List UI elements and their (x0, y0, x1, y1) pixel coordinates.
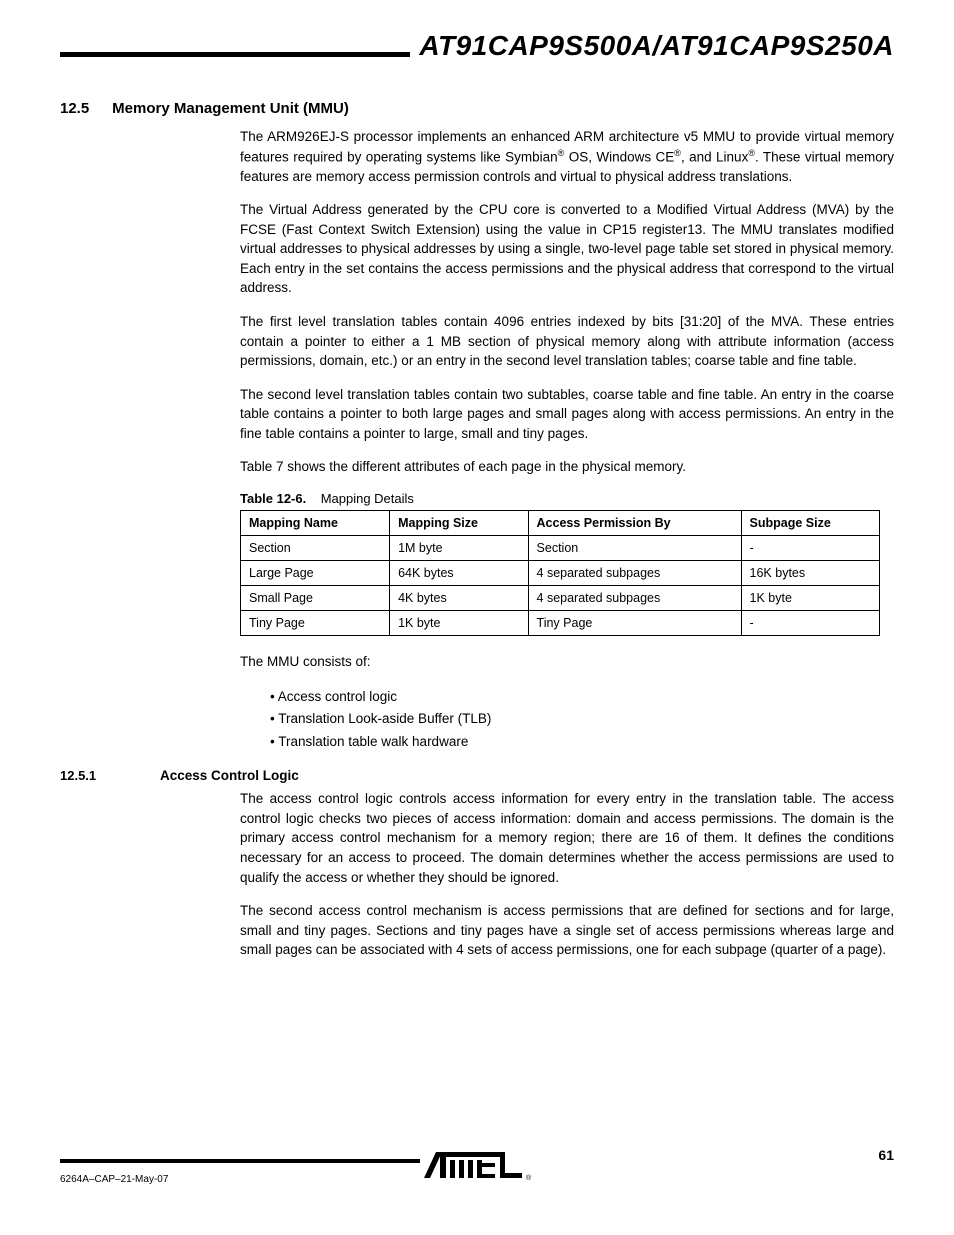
bullet-list: Access control logic Translation Look-as… (270, 686, 894, 755)
list-item: Translation table walk hardware (270, 731, 894, 754)
page-number: 61 (878, 1147, 894, 1163)
table-header: Access Permission By (528, 510, 741, 535)
table-caption: Table 12-6. Mapping Details (240, 491, 894, 506)
paragraph: Table 7 shows the different attributes o… (240, 457, 894, 477)
table-cell: Section (528, 535, 741, 560)
svg-text:®: ® (526, 1174, 532, 1182)
table-cell: Tiny Page (528, 610, 741, 635)
paragraph: The second access control mechanism is a… (240, 901, 894, 960)
table-row: Small Page 4K bytes 4 separated subpages… (241, 585, 880, 610)
table-cell: - (741, 535, 879, 560)
paragraph: The ARM926EJ-S processor implements an e… (240, 127, 894, 186)
table-cell: - (741, 610, 879, 635)
section-heading: 12.5 Memory Management Unit (MMU) (60, 100, 894, 117)
table-label: Table 12-6. (240, 491, 306, 506)
table-cell: 1K byte (741, 585, 879, 610)
subsection-heading: 12.5.1 Access Control Logic (60, 768, 894, 783)
section-title: Memory Management Unit (MMU) (112, 100, 349, 117)
section-number: 12.5 (60, 100, 108, 117)
paragraph: The MMU consists of: (240, 652, 894, 672)
table-title: Mapping Details (321, 491, 414, 506)
mapping-details-table: Mapping Name Mapping Size Access Permiss… (240, 510, 880, 636)
list-item: Translation Look-aside Buffer (TLB) (270, 708, 894, 731)
table-cell: 16K bytes (741, 560, 879, 585)
footer-rule (60, 1159, 420, 1163)
document-id: 6264A–CAP–21-May-07 (60, 1174, 168, 1185)
table-cell: Small Page (241, 585, 390, 610)
table-cell: 4 separated subpages (528, 585, 741, 610)
table-cell: 64K bytes (390, 560, 528, 585)
table-cell: Section (241, 535, 390, 560)
paragraph: The first level translation tables conta… (240, 312, 894, 371)
subsection-number: 12.5.1 (60, 768, 160, 783)
atmel-logo: ® (422, 1150, 532, 1187)
table-header: Subpage Size (741, 510, 879, 535)
table-cell: Large Page (241, 560, 390, 585)
table-cell: 4 separated subpages (528, 560, 741, 585)
header-rule (60, 52, 410, 57)
table-cell: Tiny Page (241, 610, 390, 635)
list-item: Access control logic (270, 686, 894, 709)
table-header: Mapping Size (390, 510, 528, 535)
paragraph: The access control logic controls access… (240, 789, 894, 887)
paragraph: The Virtual Address generated by the CPU… (240, 200, 894, 298)
paragraph: The second level translation tables cont… (240, 385, 894, 444)
document-part-number: AT91CAP9S500A/AT91CAP9S250A (419, 30, 894, 62)
table-header-row: Mapping Name Mapping Size Access Permiss… (241, 510, 880, 535)
table-row: Section 1M byte Section - (241, 535, 880, 560)
table-cell: 4K bytes (390, 585, 528, 610)
table-row: Large Page 64K bytes 4 separated subpage… (241, 560, 880, 585)
table-cell: 1K byte (390, 610, 528, 635)
table-header: Mapping Name (241, 510, 390, 535)
subsection-title: Access Control Logic (160, 768, 299, 783)
table-cell: 1M byte (390, 535, 528, 560)
table-row: Tiny Page 1K byte Tiny Page - (241, 610, 880, 635)
